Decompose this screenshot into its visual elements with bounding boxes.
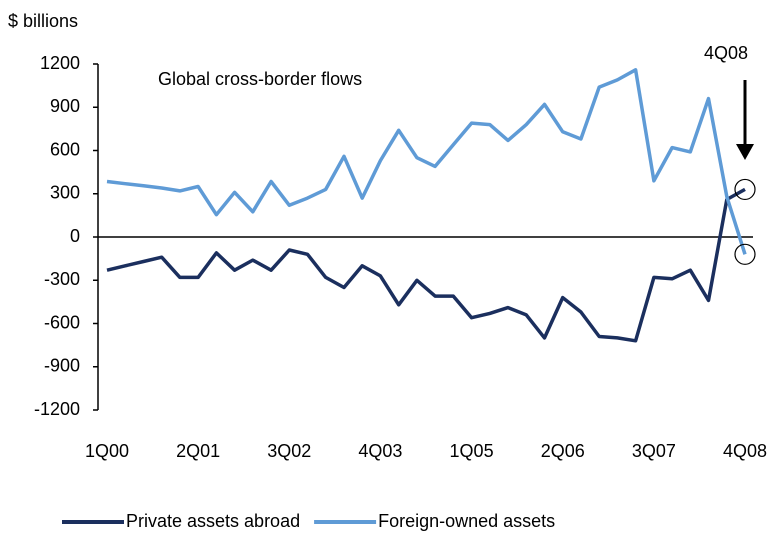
y-tick-label: 600 <box>50 139 80 159</box>
highlight-circle <box>734 178 756 201</box>
legend-label: Private assets abroad <box>126 511 300 531</box>
y-tick-label: -300 <box>44 269 80 289</box>
y-tick-label: -1200 <box>34 399 80 419</box>
x-tick-label: 4Q03 <box>358 441 402 461</box>
x-tick-label: 1Q05 <box>450 441 494 461</box>
series-line <box>106 187 746 343</box>
y-axis-label: $ billions <box>8 11 78 31</box>
y-tick-label: 1200 <box>40 53 80 73</box>
x-tick-label: 2Q01 <box>176 441 220 461</box>
annotation: 4Q08 <box>704 43 748 63</box>
y-tick-label: -600 <box>44 312 80 332</box>
highlight-circle <box>734 243 756 265</box>
x-tick-label: 3Q02 <box>267 441 311 461</box>
series-line <box>106 68 747 255</box>
x-tick-label: 3Q07 <box>632 441 676 461</box>
annotation-arrowhead <box>736 144 754 160</box>
y-tick-label: -900 <box>44 356 80 376</box>
legend-label: Foreign-owned assets <box>378 511 555 531</box>
y-tick-label: 900 <box>50 96 80 116</box>
y-tick-label: 300 <box>50 183 80 203</box>
x-tick-label: 1Q00 <box>85 441 129 461</box>
x-tick-label: 2Q06 <box>541 441 585 461</box>
x-tick-label: 4Q08 <box>723 441 767 461</box>
chart-title: Global cross-border flows <box>158 69 362 89</box>
y-tick-label: 0 <box>70 226 80 246</box>
